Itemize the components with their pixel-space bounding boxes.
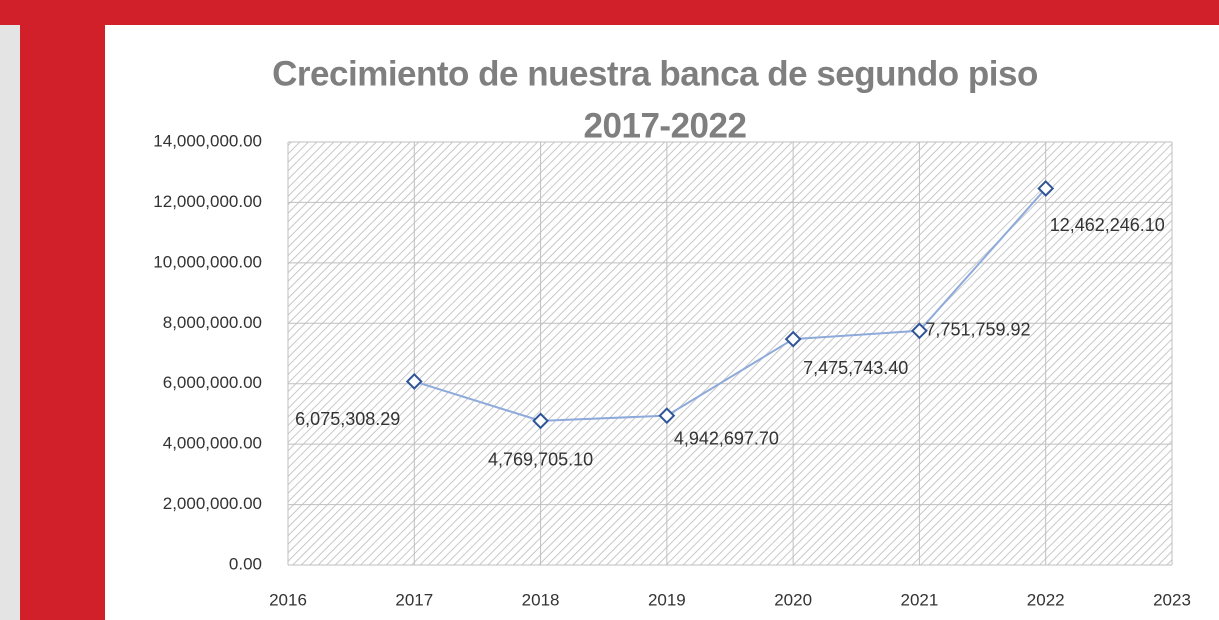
chart-title: Crecimiento de nuestra banca de segundo … [272, 54, 1038, 93]
x-tick-label: 2017 [395, 590, 433, 609]
x-tick-label: 2020 [774, 590, 812, 609]
series-line [413, 187, 1047, 422]
x-tick-label: 2019 [648, 590, 686, 609]
data-label: 12,462,246.10 [1050, 215, 1165, 235]
data-label: 4,769,705.10 [488, 450, 593, 470]
data-point [658, 407, 676, 425]
y-tick-label: 4,000,000.00 [163, 434, 262, 453]
y-tick-label: 12,000,000.00 [153, 192, 262, 211]
plot-area [288, 142, 1172, 565]
data-point [911, 322, 928, 340]
data-point [405, 373, 423, 390]
y-tick-label: 2,000,000.00 [163, 494, 262, 513]
y-tick-label: 6,000,000.00 [163, 373, 262, 392]
x-tick-label: 2018 [522, 590, 560, 609]
x-tick-label: 2016 [269, 590, 307, 609]
x-tick-label: 2021 [901, 590, 939, 609]
y-tick-label: 8,000,000.00 [163, 313, 262, 332]
x-tick-label: 2023 [1153, 590, 1191, 609]
chart-subtitle: 2017-2022 [584, 106, 747, 145]
y-tick-label: 0.00 [229, 554, 262, 573]
data-label: 4,942,697.70 [674, 428, 779, 448]
data-point [1037, 180, 1055, 197]
data-point [532, 412, 549, 430]
data-label: 7,475,743.40 [803, 358, 908, 378]
x-tick-label: 2022 [1027, 590, 1065, 609]
data-label: 6,075,308.29 [295, 409, 400, 429]
y-tick-label: 10,000,000.00 [153, 252, 262, 271]
left-band [20, 0, 105, 620]
data-label: 7,751,759.92 [925, 320, 1030, 340]
y-tick-label: 14,000,000.00 [153, 131, 262, 150]
data-point [784, 330, 802, 348]
top-band [0, 0, 1219, 25]
